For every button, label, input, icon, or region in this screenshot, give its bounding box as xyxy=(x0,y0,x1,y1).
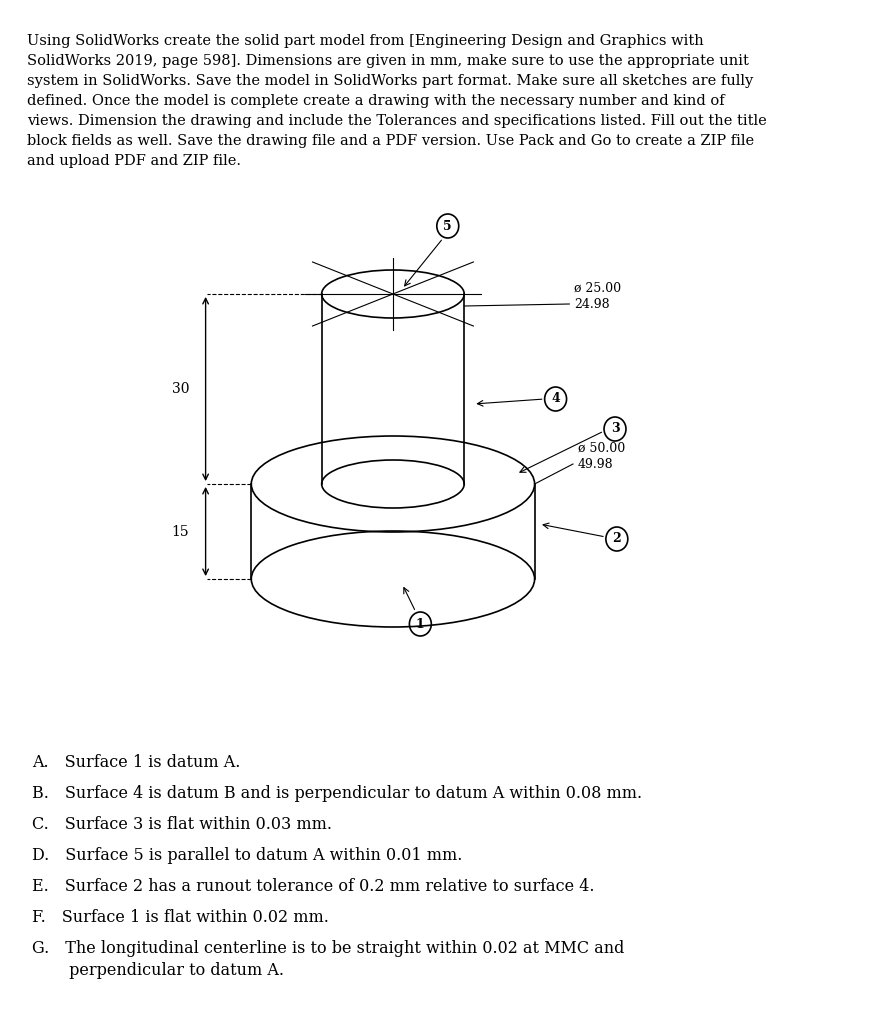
Text: A. Surface 1 is datum A.: A. Surface 1 is datum A. xyxy=(32,754,240,771)
Text: 30: 30 xyxy=(172,382,190,396)
Text: D. Surface 5 is parallel to datum A within 0.01 mm.: D. Surface 5 is parallel to datum A with… xyxy=(32,847,462,864)
Text: G. The longitudinal centerline is to be straight within 0.02 at MMC and
   perpe: G. The longitudinal centerline is to be … xyxy=(32,940,625,979)
Text: Using SolidWorks create the solid part model from [Engineering Design and Graphi: Using SolidWorks create the solid part m… xyxy=(27,34,767,168)
Text: B. Surface 4 is datum B and is perpendicular to datum A within 0.08 mm.: B. Surface 4 is datum B and is perpendic… xyxy=(32,785,642,802)
Text: F. Surface 1 is flat within 0.02 mm.: F. Surface 1 is flat within 0.02 mm. xyxy=(32,909,329,926)
Text: 4: 4 xyxy=(551,392,560,406)
Text: 5: 5 xyxy=(444,219,452,232)
Text: 2: 2 xyxy=(612,532,621,546)
Text: ø 25.00
24.98: ø 25.00 24.98 xyxy=(574,282,621,310)
Text: E. Surface 2 has a runout tolerance of 0.2 mm relative to surface 4.: E. Surface 2 has a runout tolerance of 0… xyxy=(32,878,595,895)
Text: 3: 3 xyxy=(610,423,619,435)
Text: C. Surface 3 is flat within 0.03 mm.: C. Surface 3 is flat within 0.03 mm. xyxy=(32,816,332,833)
Text: ø 50.00
49.98: ø 50.00 49.98 xyxy=(578,441,625,470)
Text: 1: 1 xyxy=(416,617,424,631)
Text: 15: 15 xyxy=(172,524,190,539)
